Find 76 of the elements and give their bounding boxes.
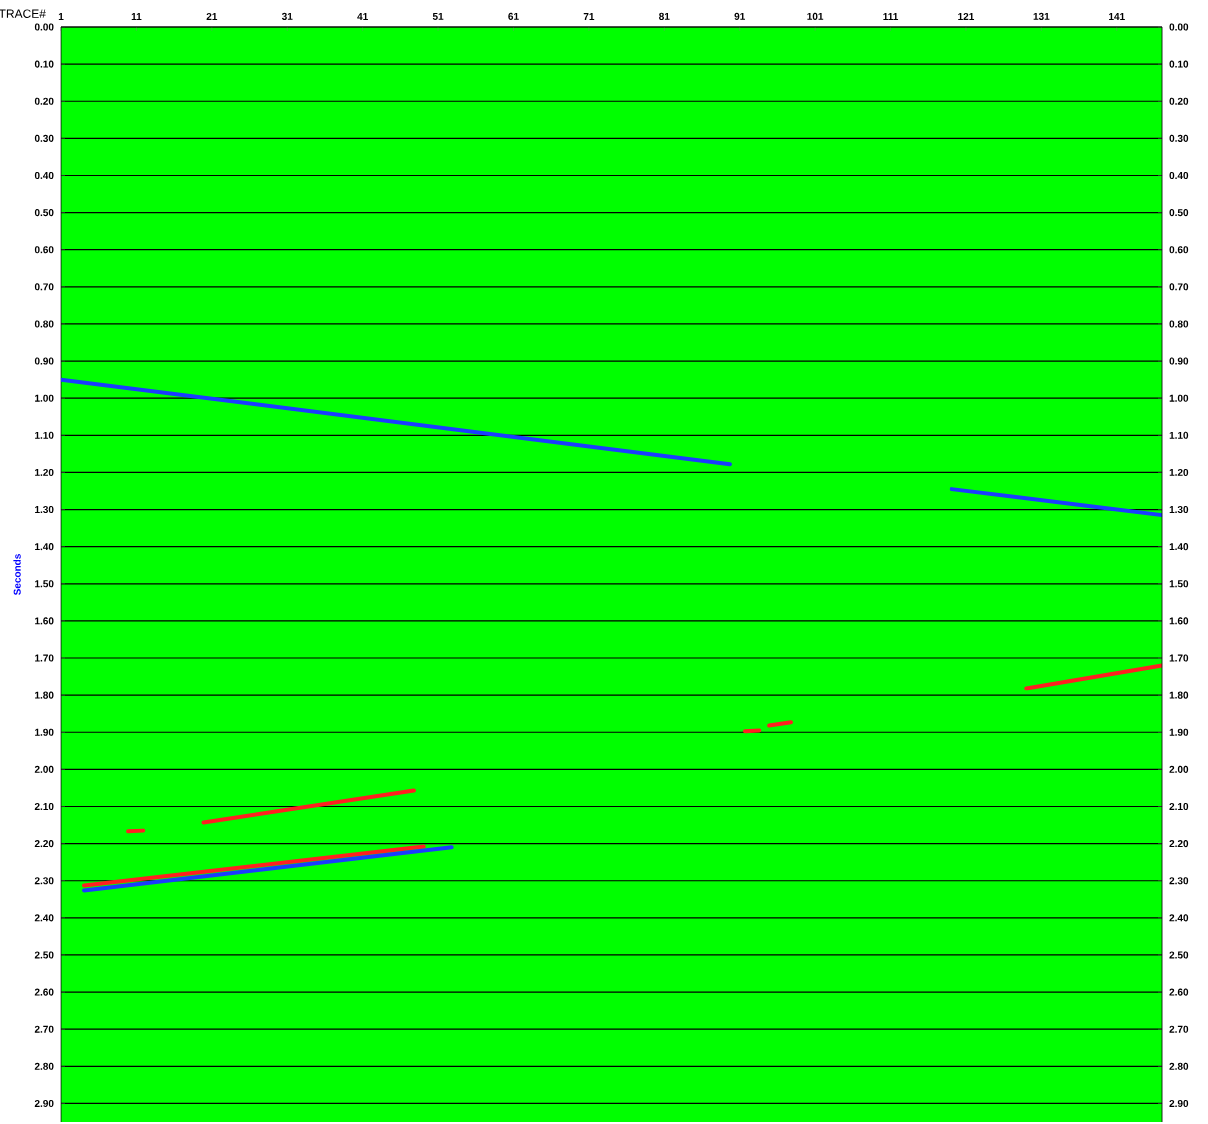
- y-tick-label: 1.00: [35, 394, 54, 402]
- y2-tick-label: 0.80: [1169, 320, 1189, 328]
- x-tick-label: 111: [883, 13, 899, 20]
- x-tick-label: 101: [807, 12, 824, 20]
- x-tick-label: 1: [58, 13, 64, 20]
- y-tick-label: 2.50: [34, 951, 54, 959]
- x-tick-label: 91: [734, 12, 746, 20]
- x-tick-label: 21: [206, 12, 218, 20]
- y2-tick-label: 0.60: [1169, 246, 1189, 254]
- y-tick-label: 2.30: [34, 877, 54, 885]
- y2-tick-label: 2.70: [1169, 1025, 1189, 1033]
- y2-tick-label: 2.80: [1169, 1062, 1189, 1070]
- y-tick-label: 2.20: [34, 840, 54, 848]
- x-tick-label: 81: [659, 12, 670, 20]
- y2-tick-label: 2.50: [1169, 951, 1189, 959]
- y-tick-label: 2.80: [34, 1062, 54, 1070]
- y-tick-label: 1.70: [35, 654, 54, 662]
- y-tick-label: 0.40: [34, 171, 54, 180]
- y-tick-label: 0.10: [34, 60, 54, 68]
- x-tick-label: 71: [583, 13, 595, 20]
- y-tick-label: 2.70: [34, 1025, 54, 1033]
- y-axis-title: Seconds: [13, 554, 21, 596]
- x-tick-label: 141: [1109, 13, 1125, 20]
- y2-tick-label: 2.60: [1169, 988, 1189, 996]
- y-tick-label: 1.80: [35, 691, 54, 699]
- y-tick-label: 2.00: [34, 765, 54, 773]
- y-tick-label: 1.60: [35, 617, 54, 625]
- y2-tick-label: 1.80: [1169, 691, 1189, 699]
- y2-tick-label: 0.10: [1169, 60, 1189, 68]
- y-tick-label: 2.90: [34, 1099, 54, 1107]
- y2-tick-label: 2.00: [1169, 765, 1189, 773]
- y2-tick-label: 0.50: [1169, 209, 1189, 217]
- y2-tick-label: 2.30: [1169, 877, 1189, 885]
- y-tick-label: 2.60: [34, 988, 54, 996]
- y2-tick-label: 1.20: [1169, 468, 1189, 476]
- x-tick-label: 11: [131, 13, 142, 20]
- y2-tick-label: 0.30: [1169, 134, 1189, 142]
- y2-tick-label: 1.60: [1169, 617, 1189, 625]
- y2-tick-label: 1.10: [1169, 431, 1189, 439]
- y2-tick-label: 0.00: [1169, 23, 1189, 31]
- y2-tick-label: 0.20: [1169, 97, 1189, 105]
- y-tick-label: 0.90: [34, 357, 54, 365]
- y2-tick-label: 2.20: [1169, 840, 1189, 848]
- x-tick-label: 41: [357, 13, 368, 20]
- x-tick-label: 121: [958, 12, 975, 20]
- y2-tick-label: 1.40: [1169, 543, 1189, 551]
- y-tick-label: 0.00: [34, 23, 54, 31]
- y-tick-label: 1.50: [35, 580, 54, 588]
- y-tick-label: 0.80: [34, 320, 54, 328]
- x-tick-label: 131: [1033, 12, 1050, 20]
- y-tick-label: 1.90: [35, 728, 54, 736]
- y2-tick-label: 2.10: [1169, 802, 1189, 811]
- y-tick-label: 0.30: [34, 134, 54, 142]
- y-tick-label: 0.20: [34, 97, 54, 105]
- y2-tick-label: 0.70: [1169, 283, 1189, 291]
- y-tick-label: 1.40: [35, 543, 54, 551]
- y2-tick-label: 1.00: [1169, 394, 1189, 402]
- x-tick-label: 61: [508, 12, 519, 20]
- y-tick-label: 1.10: [35, 431, 54, 439]
- y2-tick-label: 1.30: [1169, 505, 1189, 514]
- y2-tick-label: 1.70: [1169, 654, 1189, 662]
- y-tick-label: 1.30: [35, 505, 54, 514]
- y-tick-label: 0.70: [34, 283, 54, 291]
- y2-tick-label: 2.40: [1169, 914, 1189, 922]
- x-tick-label: 31: [281, 12, 293, 20]
- y-tick-label: 2.40: [34, 914, 54, 922]
- y-tick-label: 0.60: [34, 246, 54, 254]
- y2-tick-label: 0.90: [1169, 357, 1189, 365]
- y2-tick-label: 0.40: [1169, 171, 1189, 180]
- y2-tick-label: 1.90: [1169, 728, 1189, 736]
- x-tick-label: 51: [432, 12, 444, 20]
- y2-tick-label: 2.90: [1169, 1099, 1189, 1107]
- y-tick-label: 0.50: [34, 209, 54, 217]
- y-tick-label: 1.20: [35, 468, 54, 476]
- y2-tick-label: 1.50: [1169, 580, 1189, 588]
- y-tick-label: 2.10: [34, 802, 54, 811]
